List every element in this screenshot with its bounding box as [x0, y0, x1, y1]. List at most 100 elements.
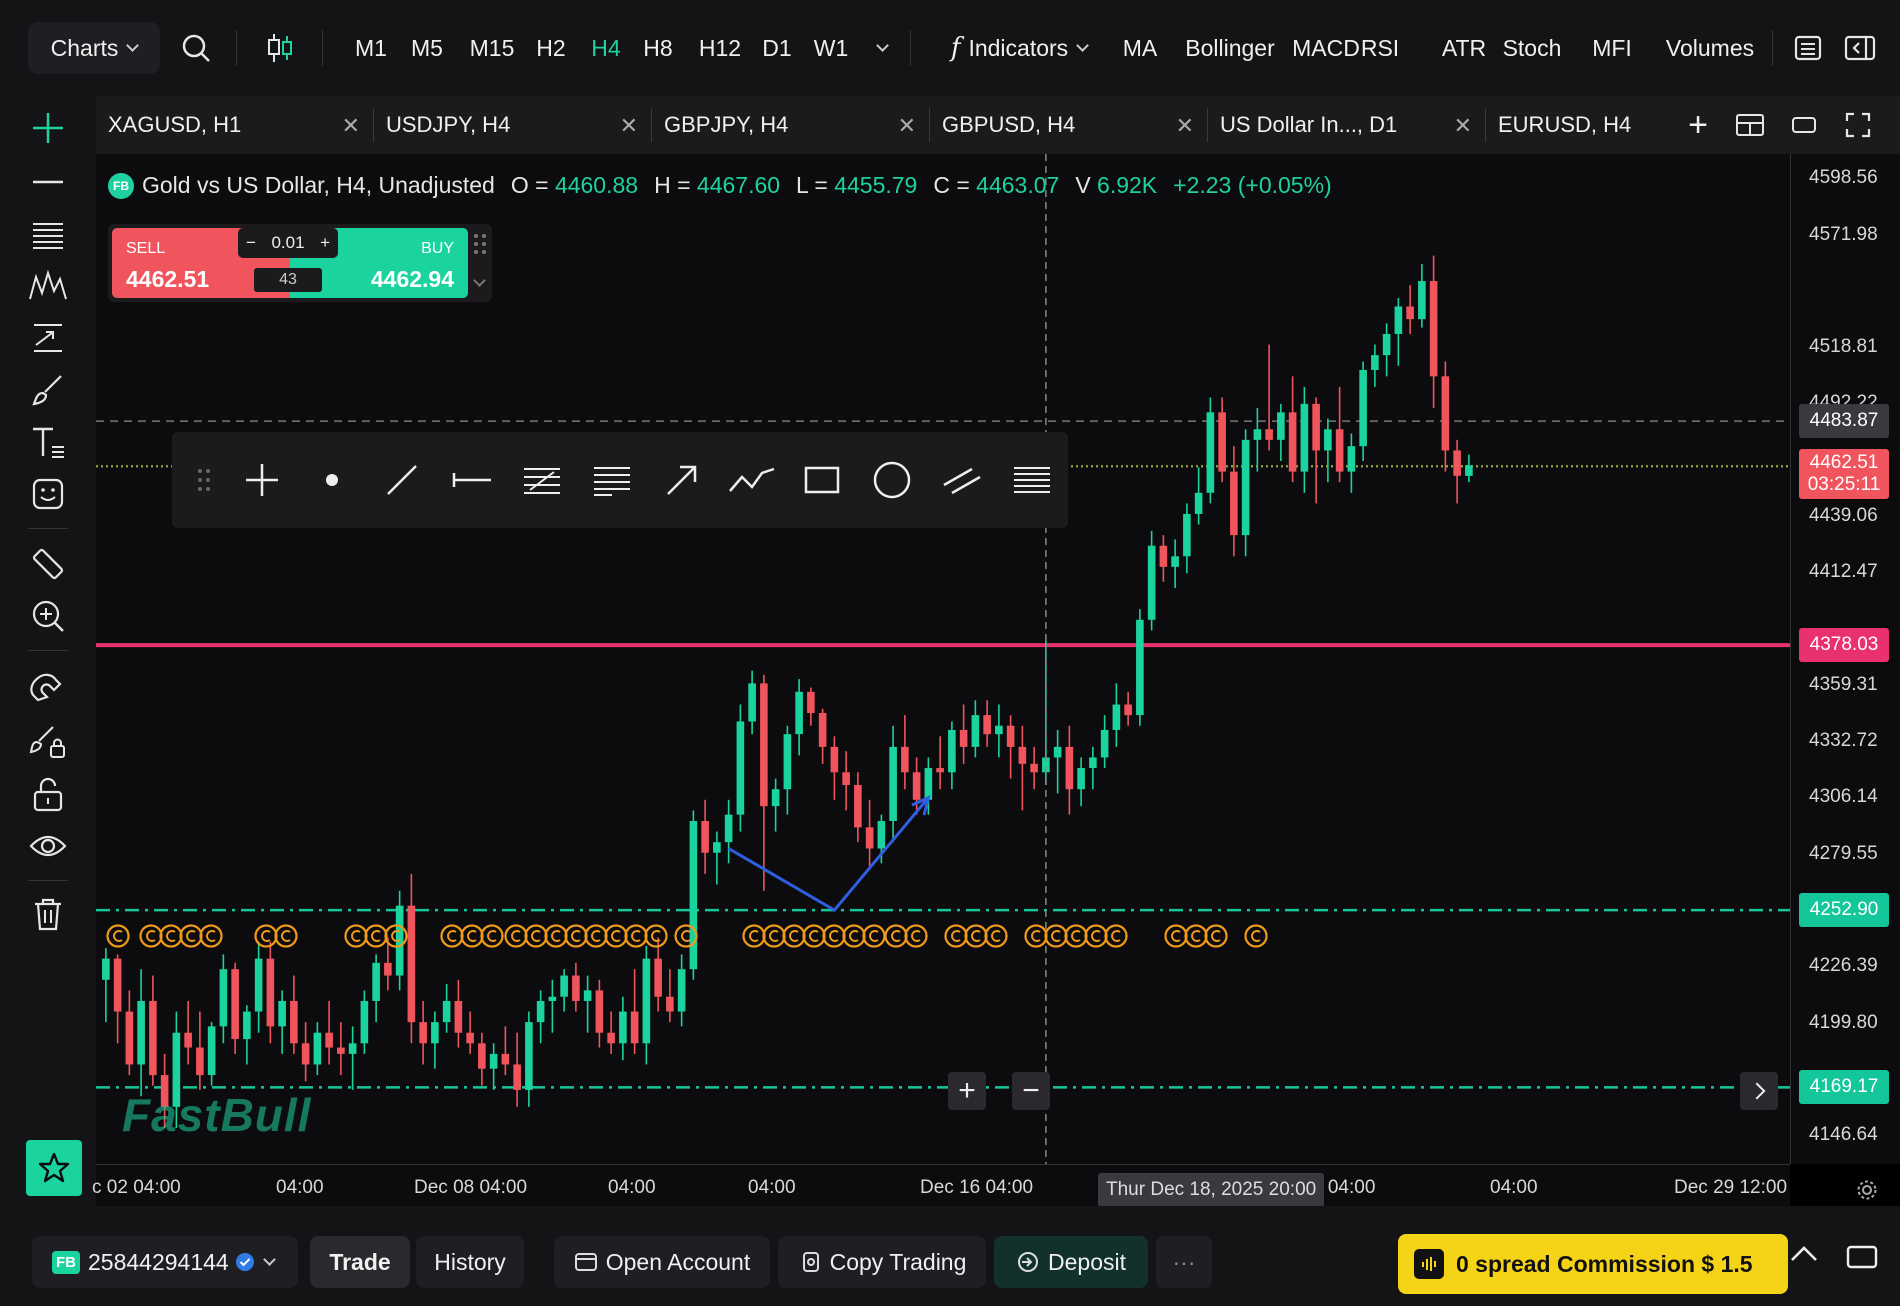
- dot-icon: [326, 474, 338, 486]
- add-tab-button[interactable]: +: [1678, 100, 1718, 150]
- close-icon[interactable]: ✕: [897, 113, 916, 138]
- close-icon[interactable]: ✕: [1175, 113, 1194, 138]
- price-axis[interactable]: 4598.56 4571.98 4518.81 4492.22 4439.06 4412.…: [1790, 154, 1900, 1164]
- close-icon[interactable]: ✕: [1453, 113, 1472, 138]
- fib-tool[interactable]: [26, 212, 70, 256]
- draw-arrow-tool[interactable]: [658, 456, 706, 504]
- search-button[interactable]: [176, 22, 216, 74]
- timeframe-m5[interactable]: M5: [411, 34, 443, 61]
- more-options-button[interactable]: ···: [1156, 1236, 1212, 1288]
- lock-drawing-tool[interactable]: [26, 720, 70, 764]
- draw-parallel-channel-tool[interactable]: [938, 456, 986, 504]
- draw-path-tool[interactable]: [728, 456, 776, 504]
- copy-trading-button[interactable]: Copy Trading: [778, 1236, 986, 1288]
- deposit-button[interactable]: Deposit: [994, 1236, 1148, 1288]
- price-tag-value: 4169.17: [1809, 1076, 1879, 1098]
- indicator-ma[interactable]: MA: [1122, 34, 1158, 61]
- expand-panel-button[interactable]: [1788, 1242, 1820, 1282]
- draw-circle-tool[interactable]: [868, 456, 916, 504]
- toolbar-drag-handle[interactable]: [180, 456, 228, 504]
- time-axis[interactable]: c 02 04:00 04:00 Dec 08 04:00 04:00 04:00 Dec…: [92, 1164, 1877, 1207]
- timeframe-h4[interactable]: H4: [591, 34, 621, 61]
- favorites-button[interactable]: [26, 1140, 82, 1196]
- indicator-rsi[interactable]: RSI: [1360, 34, 1400, 61]
- pattern-tool[interactable]: [26, 264, 70, 308]
- star-icon: [38, 1152, 70, 1183]
- candle-body: [971, 715, 980, 747]
- draw-fib-extension-tool[interactable]: [588, 456, 636, 504]
- account-selector[interactable]: FB 25844294144: [32, 1236, 298, 1288]
- split-layout-button[interactable]: [1730, 100, 1770, 150]
- unlock-tool[interactable]: [26, 772, 70, 816]
- candle-body: [149, 1000, 157, 1076]
- promo-banner[interactable]: 0 spread Commission $ 1.5: [1398, 1234, 1788, 1294]
- indicator-volumes[interactable]: Volumes: [1665, 34, 1755, 61]
- timeframe-h12[interactable]: H12: [698, 34, 742, 61]
- collapse-panel-button[interactable]: [1842, 22, 1878, 74]
- timeframe-d1[interactable]: D1: [762, 34, 792, 61]
- more-timeframes-button[interactable]: [862, 22, 892, 74]
- indicator-atr[interactable]: ATR: [1441, 34, 1487, 61]
- chart-tab[interactable]: USDJPY, H4 ✕: [374, 96, 652, 154]
- indicator-macd[interactable]: MACD: [1292, 34, 1360, 61]
- window-mode-button[interactable]: [1846, 1244, 1878, 1280]
- price-chart[interactable]: [96, 154, 1790, 1164]
- widget-expand-button[interactable]: [472, 272, 488, 296]
- brush-tool[interactable]: [26, 368, 70, 412]
- zoom-in-button[interactable]: +: [948, 1072, 986, 1110]
- zoom-tool[interactable]: [26, 594, 70, 638]
- draw-dot-tool[interactable]: [308, 456, 356, 504]
- trade-tab[interactable]: Trade: [310, 1236, 410, 1288]
- close-icon[interactable]: ✕: [341, 113, 360, 138]
- history-tab[interactable]: History: [416, 1236, 524, 1288]
- text-tool[interactable]: [26, 420, 70, 464]
- lot-size-value[interactable]: 0.01: [271, 233, 305, 252]
- close-icon[interactable]: ✕: [619, 113, 638, 138]
- horizontal-line-tool[interactable]: [26, 160, 70, 204]
- indicators-button[interactable]: f Indicators: [936, 22, 1102, 74]
- draw-horizontal-segment-tool[interactable]: [448, 456, 496, 504]
- timeframe-w1[interactable]: W1: [813, 34, 849, 61]
- buy-price: 4462.94: [370, 266, 454, 292]
- indicator-bollinger[interactable]: Bollinger: [1185, 34, 1275, 61]
- scroll-right-button[interactable]: [1740, 1072, 1778, 1110]
- event-marker-icon: [782, 924, 806, 948]
- timeframe-m15[interactable]: M15: [469, 34, 515, 61]
- timeframe-m1[interactable]: M1: [355, 34, 387, 61]
- chart-tab[interactable]: XAGUSD, H1 ✕: [96, 96, 374, 154]
- crosshair-tool[interactable]: [26, 106, 70, 150]
- projection-tool[interactable]: [26, 316, 70, 360]
- chart-type-button[interactable]: [262, 22, 298, 74]
- visibility-tool[interactable]: [26, 824, 70, 868]
- draw-crosshair-tool[interactable]: [238, 456, 286, 504]
- draw-rectangle-tool[interactable]: [798, 456, 846, 504]
- event-marker-glyph: [261, 930, 271, 942]
- widget-drag-handle[interactable]: [472, 230, 488, 260]
- chart-tab[interactable]: GBPJPY, H4 ✕: [652, 96, 930, 154]
- draw-trendline-tool[interactable]: [378, 456, 426, 504]
- layout-button[interactable]: [1790, 22, 1826, 74]
- indicator-stoch[interactable]: Stoch: [1502, 34, 1562, 61]
- magnet-tool[interactable]: [26, 668, 70, 712]
- zoom-out-button[interactable]: −: [1012, 1072, 1050, 1110]
- open-account-button[interactable]: Open Account: [554, 1236, 770, 1288]
- measure-tool[interactable]: [26, 542, 70, 586]
- lot-increase-button[interactable]: +: [320, 233, 330, 252]
- emoji-tool[interactable]: [26, 472, 70, 516]
- chart-tab[interactable]: GBPUSD, H4 ✕: [930, 96, 1208, 154]
- time-tick-label: 04:00: [276, 1177, 324, 1198]
- timeframe-h2[interactable]: H2: [536, 34, 566, 61]
- draw-pitchfork-tool[interactable]: [1008, 456, 1056, 504]
- delete-drawings-button[interactable]: [26, 892, 70, 936]
- timeframe-h8[interactable]: H8: [643, 34, 673, 61]
- draw-fib-retracement-tool[interactable]: [518, 456, 566, 504]
- axis-settings-button[interactable]: [1856, 1179, 1878, 1201]
- chart-tab[interactable]: US Dollar In..., D1 ✕: [1208, 96, 1486, 154]
- chart-tab[interactable]: EURUSD, H4: [1486, 96, 1686, 154]
- indicator-mfi[interactable]: MFI: [1592, 34, 1632, 61]
- candle-body: [654, 958, 662, 997]
- fullscreen-button[interactable]: [1838, 100, 1878, 150]
- charts-menu-button[interactable]: Charts: [28, 22, 160, 74]
- single-layout-button[interactable]: [1784, 100, 1824, 150]
- lot-decrease-button[interactable]: −: [246, 233, 256, 252]
